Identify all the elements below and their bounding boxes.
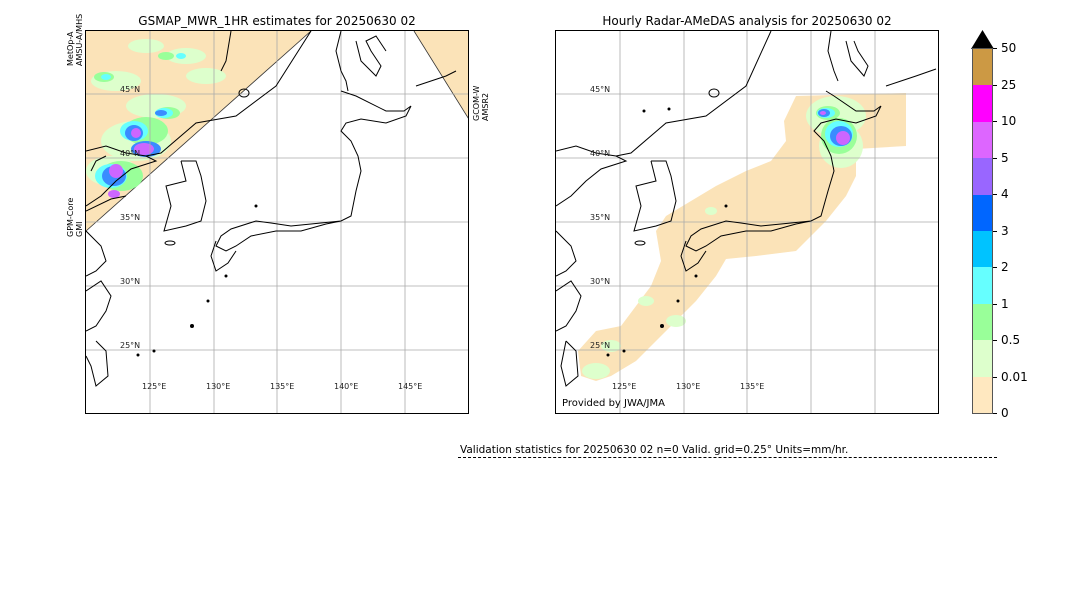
lon-label-135: 135°E (740, 382, 765, 391)
left-map-canvas (86, 31, 468, 413)
lat-label-25: 25°N (120, 341, 141, 350)
colorbar-seg-1-2 (973, 267, 992, 304)
colorbar-seg-4-5 (973, 158, 992, 195)
lat-label-35: 35°N (120, 213, 141, 222)
colorbar-tick-0.01: 0.01 (993, 370, 1028, 384)
colorbar-seg-10-25 (973, 85, 992, 122)
lon-label-140: 140°E (334, 382, 359, 391)
left-panel-title: GSMAP_MWR_1HR estimates for 20250630 02 (138, 14, 416, 28)
lon-label-135: 135°E (270, 382, 295, 391)
colorbar-extend-arrow-icon (971, 30, 994, 49)
right-panel-title: Hourly Radar-AMeDAS analysis for 2025063… (602, 14, 892, 28)
lon-label-125: 125°E (142, 382, 167, 391)
colorbar-seg-0.5-1 (973, 303, 992, 341)
colorbar-seg-25-50 (973, 49, 992, 86)
colorbar-seg-0.01-0.5 (973, 340, 992, 377)
colorbar-seg-0-0.01 (973, 376, 992, 413)
lon-label-130: 130°E (676, 382, 701, 391)
sensor-label-gcomw: GCOM-W AMSR2 (472, 85, 490, 121)
lon-label-125: 125°E (612, 382, 637, 391)
colorbar-tick-5: 5 (993, 151, 1009, 165)
left-map-panel: 45°N 40°N 35°N 30°N 25°N 125°E 130°E 135… (85, 30, 469, 414)
lat-label-25: 25°N (590, 341, 611, 350)
colorbar-seg-5-10 (973, 121, 992, 159)
lat-label-45: 45°N (590, 85, 611, 94)
sensor-label-metop: MetOp-A AMSU-A/MHS (66, 13, 84, 66)
colorbar-seg-2-3 (973, 231, 992, 268)
data-credit: Provided by JWA/JMA (562, 398, 665, 409)
sensor-label-gpm: GPM-Core GMI (66, 197, 84, 237)
right-map-canvas (556, 31, 938, 413)
colorbar-tick-4: 4 (993, 187, 1009, 201)
lon-label-130: 130°E (206, 382, 231, 391)
colorbar-tick-25: 25 (993, 78, 1016, 92)
right-map-panel: 45°N 40°N 35°N 30°N 25°N 125°E 130°E 135… (555, 30, 939, 414)
lat-label-35: 35°N (590, 213, 611, 222)
lat-label-40: 40°N (590, 149, 611, 158)
colorbar-tick-0: 0 (993, 406, 1009, 420)
lon-label-145: 145°E (398, 382, 423, 391)
colorbar-tick-10: 10 (993, 114, 1016, 128)
colorbar-tick-0.5: 0.5 (993, 333, 1020, 347)
colorbar (972, 48, 993, 414)
validation-statistics: Validation statistics for 20250630 02 n=… (460, 444, 849, 456)
colorbar-seg-3-4 (973, 194, 992, 231)
colorbar-tick-50: 50 (993, 41, 1016, 55)
validation-divider (458, 457, 997, 458)
lat-label-30: 30°N (120, 277, 141, 286)
colorbar-tick-1: 1 (993, 297, 1009, 311)
colorbar-tick-3: 3 (993, 224, 1009, 238)
colorbar-tick-2: 2 (993, 260, 1009, 274)
lat-label-45: 45°N (120, 85, 141, 94)
lat-label-30: 30°N (590, 277, 611, 286)
lat-label-40: 40°N (120, 149, 141, 158)
